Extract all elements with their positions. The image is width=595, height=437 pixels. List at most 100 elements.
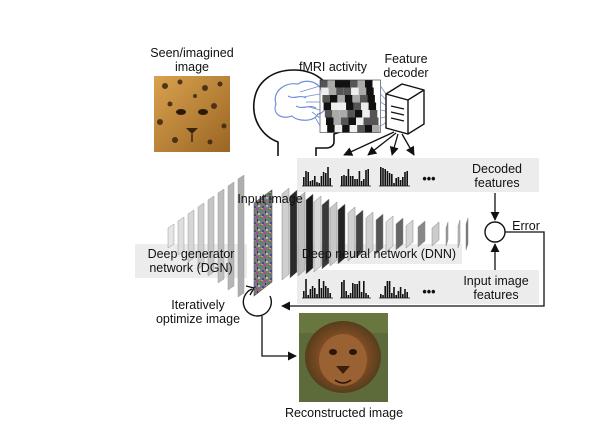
decoded-feature-bar [358,171,361,186]
voxel [346,102,354,110]
input-feature-bar [406,292,408,298]
decoded-feature-bar [316,182,318,186]
error-comparator-circle [484,221,506,243]
dnn-label: Deep neural network (DNN) [301,247,457,261]
input-feature-bar [320,288,323,298]
dgn-label: Deep generator network (DGN) [147,247,235,275]
decoded-feature-bar [406,171,408,186]
decoded-feature-bar [395,178,397,186]
voxel [365,80,373,88]
optimize-loop-icon [242,285,273,317]
voxel [333,117,341,125]
decoded-feature-histograms [302,167,410,187]
input-feature-bar [399,287,402,298]
error-feedback-arrow [281,231,545,311]
voxel [357,80,365,88]
decoded-feature-bar [354,179,356,186]
input-feature-bar [349,293,352,298]
decoded-feature-bar [367,169,369,186]
input-image-noise [253,189,273,297]
dnn-layer [395,217,404,251]
input-feature-bar [347,295,350,298]
dnn-layers [281,187,469,281]
input-feature-bar [356,284,358,298]
dnn-layer [457,219,461,249]
decoded-feature-bar [347,169,350,186]
dnn-layer [405,219,414,249]
decoded-features-label: Decoded features [471,162,523,190]
decoded-feature-bar [341,176,343,186]
input-feature-bar [360,292,363,298]
dgn-layer [217,188,225,284]
decoded-features-panel [297,158,539,192]
voxel [338,102,347,110]
input-feature-bar [384,286,386,298]
dnn-layer [375,213,384,255]
input-feature-bar [325,286,327,298]
input-feature-bar [303,291,305,298]
decoded-feature-bar [349,176,352,186]
decoded-feature-bar [404,172,406,186]
voxel [320,80,328,88]
voxel [343,87,352,95]
decoded-feature-bar [402,177,404,186]
decoded-feature-bar [345,176,347,186]
input-feature-histograms [302,279,410,299]
brain-to-voxel-line [311,111,321,119]
input-feature-bar [367,295,369,298]
dnn-layer [431,221,440,247]
input-feature-bar [395,295,397,298]
voxel [342,125,350,133]
fmri-activity-label: fMRI activity [298,60,368,74]
voxel [328,87,337,95]
voxel [356,117,364,125]
dnn-layer [465,217,469,251]
brain-to-voxel-line [308,106,321,111]
input-feature-bar [365,293,367,298]
voxel [341,117,349,125]
iterative-optimize-label: Iteratively optimize image [155,298,241,326]
decoded-feature-bar [388,173,391,186]
decoded-feature-bar [329,178,331,186]
voxel [371,117,379,125]
input-feature-bar [388,281,391,298]
voxel [336,87,344,95]
voxel [354,110,363,118]
decoded-feature-bar [386,171,389,186]
voxel [349,125,358,133]
decoded-feature-bar [352,176,354,186]
decoded-feature-bar [305,171,307,186]
dnn-layer [289,189,298,279]
dnn-layer [337,203,346,265]
decoded-feature-bar [384,169,386,186]
decoded-feature-bar [365,170,367,186]
dnn-label-panel [296,244,462,264]
server-tower-icon [385,83,425,135]
decoded-feature-bar [391,174,393,186]
voxel [351,87,359,95]
dnn-layer [329,201,338,267]
input-feature-bar [309,289,312,298]
dgn-layer [197,202,205,270]
decoded-feature-bar [314,176,316,186]
ellipsis-top: ••• [422,172,436,186]
input-feature-bar [345,291,347,298]
decoded-feature-bar [363,179,365,186]
voxel [350,80,358,88]
voxel [339,110,348,118]
input-feature-bar [318,279,320,298]
reconstructed-image-label: Reconstructed image [284,406,404,420]
decoder-output-arrows [343,131,415,156]
decoded-feature-bar [382,168,384,186]
input-feature-bar [322,281,325,298]
dnn-layer [305,193,314,275]
decoded-feature-bar [343,175,345,186]
voxel [347,110,355,118]
dnn-layer [385,215,394,253]
input-feature-bar [327,288,329,298]
voxel [364,125,373,133]
input-feature-bar [382,295,384,298]
voxel [329,95,338,103]
